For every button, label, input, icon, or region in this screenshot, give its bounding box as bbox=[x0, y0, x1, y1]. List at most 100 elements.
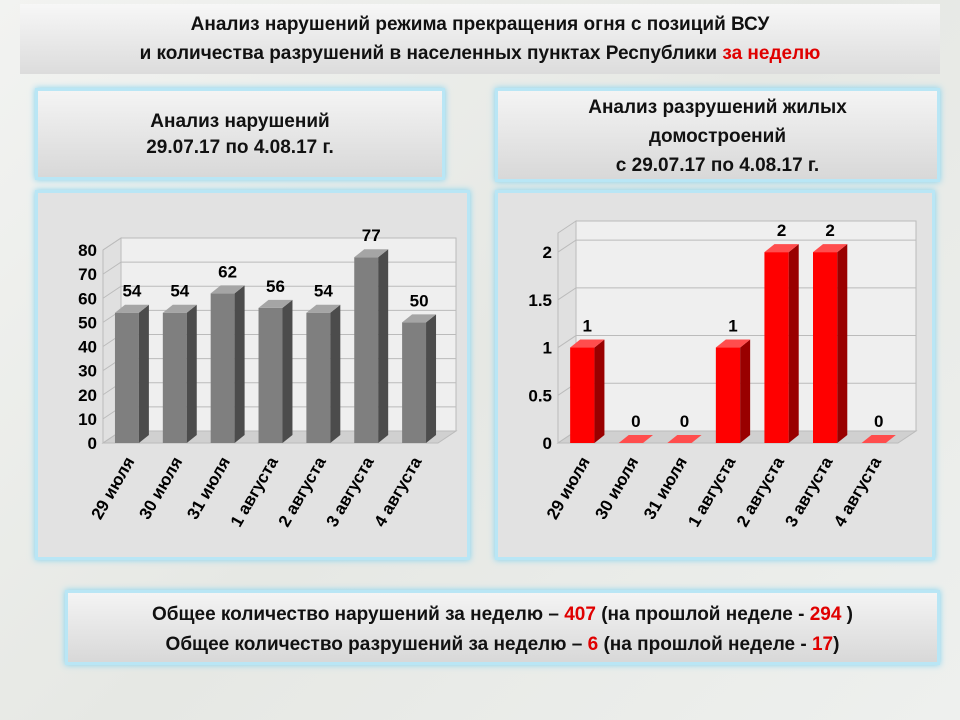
bar-side bbox=[837, 244, 848, 443]
grid-line bbox=[102, 237, 456, 251]
panel-title: Анализ разрушений жилых bbox=[588, 97, 847, 118]
title-text: и количества разрушений в населенных пун… bbox=[139, 43, 723, 64]
summary-previous: 294 bbox=[809, 604, 842, 625]
bar-top bbox=[402, 314, 437, 323]
panel-title: домостроений bbox=[648, 126, 787, 147]
x-tick-label: 29 июля bbox=[87, 454, 138, 523]
summary-value: 407 bbox=[564, 604, 596, 625]
y-tick-label: 1 bbox=[543, 339, 552, 358]
bar-side bbox=[378, 249, 389, 443]
title-banner: Анализ нарушений режима прекращения огня… bbox=[20, 4, 940, 74]
value-label: 77 bbox=[362, 226, 381, 245]
value-label: 2 bbox=[825, 221, 834, 240]
bar-side bbox=[138, 304, 149, 443]
bar-side bbox=[426, 314, 437, 443]
bar bbox=[306, 312, 331, 443]
chart-panel: 0 0.5 1 1.5 2 29 июля 1 30 июля 0 31 июля 0 1 авгус… bbox=[495, 190, 935, 560]
y-tick-label: 60 bbox=[78, 289, 97, 308]
bar-top bbox=[306, 304, 341, 313]
value-label: 62 bbox=[218, 262, 237, 281]
value-label: 2 bbox=[777, 221, 786, 240]
grid-line bbox=[557, 287, 916, 301]
value-label: 50 bbox=[410, 291, 429, 310]
bar-side bbox=[788, 244, 799, 443]
summary-line: Общее количество разрушений за неделю – … bbox=[68, 630, 937, 660]
bar-top bbox=[764, 244, 799, 253]
bar-top bbox=[258, 299, 293, 308]
panel-title: с 29.07.17 по 4.08.17 г. bbox=[615, 155, 820, 176]
summary-previous: 17 bbox=[811, 634, 834, 655]
bar-top bbox=[618, 435, 653, 443]
x-tick-label: 4 августа bbox=[830, 453, 885, 530]
bar-side bbox=[282, 299, 293, 443]
title-line: Анализ нарушений режима прекращения огня… bbox=[190, 14, 770, 35]
y-tick-label: 40 bbox=[78, 338, 97, 357]
summary-box: Общее количество нарушений за неделю – 4… bbox=[65, 590, 940, 665]
bar-top bbox=[162, 304, 197, 313]
bar bbox=[114, 312, 139, 443]
bar-top bbox=[813, 244, 848, 253]
chart: 0 10 20 30 40 50 60 70 80 29 июля 54 30 июля 54 31 ию… bbox=[78, 226, 458, 530]
panel-header: Анализ разрушений жилых домостроений с 2… bbox=[495, 88, 940, 182]
x-tick-label: 1 августа bbox=[684, 453, 739, 530]
bar-side bbox=[594, 339, 605, 443]
bar-side bbox=[234, 285, 245, 443]
value-label: 1 bbox=[728, 317, 737, 336]
grid-line bbox=[102, 261, 456, 275]
grid-line bbox=[557, 239, 916, 253]
bar bbox=[402, 322, 427, 443]
value-label: 0 bbox=[631, 412, 640, 431]
summary-text: (на прошлой неделе - bbox=[598, 634, 812, 655]
bar bbox=[764, 252, 789, 443]
y-tick-label: 0.5 bbox=[528, 386, 552, 405]
bar-side bbox=[330, 304, 341, 443]
x-tick-label: 31 июля bbox=[640, 454, 691, 523]
grid-line bbox=[102, 285, 456, 299]
summary-value: 6 bbox=[587, 634, 599, 655]
x-tick-label: 2 августа bbox=[733, 453, 788, 530]
y-tick-label: 70 bbox=[78, 265, 97, 284]
x-tick-label: 2 августа bbox=[275, 453, 330, 530]
x-tick-label: 30 июля bbox=[135, 454, 186, 523]
x-tick-label: 30 июля bbox=[591, 454, 642, 523]
bar-top bbox=[570, 339, 605, 348]
summary-text: ) bbox=[833, 634, 840, 655]
bar bbox=[210, 293, 235, 443]
grid-line bbox=[557, 335, 916, 348]
value-label: 54 bbox=[170, 282, 189, 301]
title-highlight: за неделю bbox=[722, 43, 821, 64]
chart: 0 0.5 1 1.5 2 29 июля 1 30 июля 0 31 июля 0 1 авгус… bbox=[528, 220, 918, 530]
x-tick-label: 3 августа bbox=[781, 453, 836, 530]
bar-top bbox=[861, 435, 896, 443]
summary-line: Общее количество нарушений за неделю – 4… bbox=[68, 600, 937, 630]
panel-title: Анализ нарушений bbox=[150, 111, 330, 132]
bar-side bbox=[186, 304, 197, 443]
panel-header: Анализ нарушений 29.07.17 по 4.08.17 г. bbox=[35, 88, 445, 180]
bar bbox=[570, 347, 595, 443]
y-tick-label: 1.5 bbox=[528, 291, 552, 310]
value-label: 56 bbox=[266, 277, 285, 296]
y-tick-label: 10 bbox=[78, 410, 97, 429]
summary-text: Общее количество нарушений за неделю – bbox=[151, 604, 565, 625]
bar-side bbox=[740, 339, 751, 443]
y-tick-label: 0 bbox=[88, 434, 97, 453]
x-tick-label: 1 августа bbox=[227, 453, 282, 530]
x-tick-label: 29 июля bbox=[543, 454, 594, 523]
summary-text: ) bbox=[841, 604, 854, 625]
y-tick-label: 2 bbox=[543, 243, 552, 262]
x-tick-label: 4 августа bbox=[370, 453, 425, 530]
bar-top bbox=[667, 435, 702, 443]
bar bbox=[162, 312, 187, 443]
bar bbox=[813, 252, 838, 443]
x-tick-label: 31 июля bbox=[183, 454, 234, 523]
panel-title: 29.07.17 по 4.08.17 г. bbox=[146, 137, 334, 158]
bar bbox=[354, 257, 379, 443]
bar-top bbox=[210, 285, 245, 294]
y-tick-label: 0 bbox=[543, 434, 552, 453]
chart-panel: 0 10 20 30 40 50 60 70 80 29 июля 54 30 июля 54 31 ию… bbox=[35, 190, 470, 560]
y-tick-label: 80 bbox=[78, 241, 97, 260]
bar bbox=[258, 307, 283, 443]
y-tick-label: 30 bbox=[78, 362, 97, 381]
value-label: 0 bbox=[680, 412, 689, 431]
bar bbox=[715, 347, 741, 443]
